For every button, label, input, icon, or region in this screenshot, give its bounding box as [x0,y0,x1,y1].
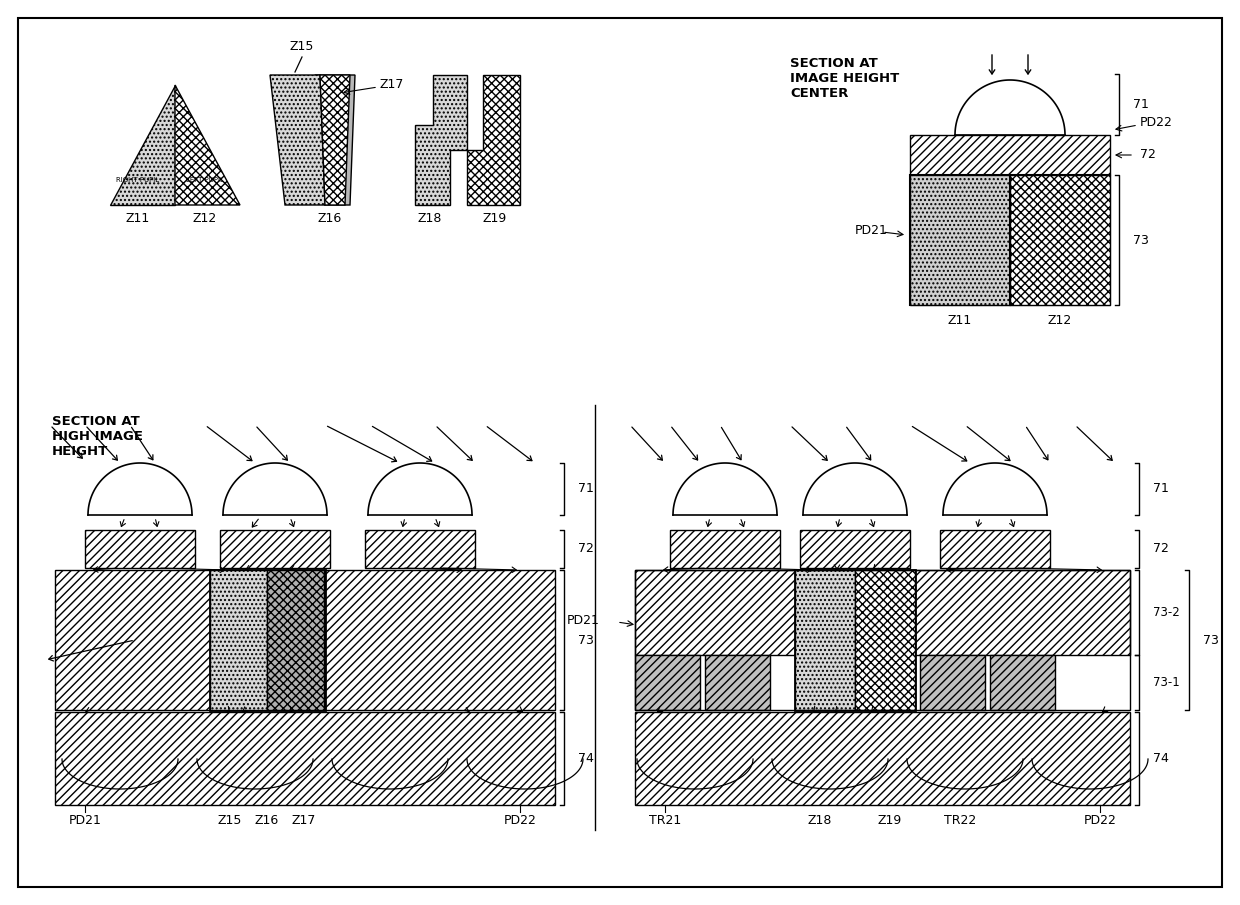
Bar [1011,175,1110,305]
Text: 73-2: 73-2 [1153,606,1179,619]
Text: 74: 74 [578,752,594,765]
Bar [910,175,1011,305]
Text: PD21: PD21 [68,814,102,826]
Text: 73: 73 [1203,634,1219,646]
Bar [210,570,325,710]
Bar [210,570,267,710]
Text: 71: 71 [578,482,594,496]
Text: 73: 73 [578,634,594,646]
Text: 73: 73 [1133,233,1149,246]
Bar [635,712,1130,805]
Text: Z19: Z19 [878,814,903,826]
Text: Z15: Z15 [218,814,242,826]
Bar [920,655,985,710]
Bar [800,530,910,568]
Bar [635,570,1130,710]
Bar [940,530,1050,568]
Polygon shape [175,85,241,205]
Text: 74: 74 [1153,752,1169,765]
Text: 72: 72 [1140,148,1156,161]
Text: PD22: PD22 [503,814,537,826]
Text: LEFT PUPIL: LEFT PUPIL [186,177,224,183]
Bar [795,570,915,710]
Text: 71: 71 [1153,482,1169,496]
Text: Z12: Z12 [1048,315,1073,328]
Text: 72: 72 [1153,542,1169,556]
Bar [706,655,770,710]
Text: PD22: PD22 [1084,814,1116,826]
Bar [635,570,1130,655]
Text: PD22: PD22 [1140,117,1173,129]
Text: Z17: Z17 [379,79,404,91]
Bar [990,655,1055,710]
Text: Z16: Z16 [317,213,342,225]
Text: 71: 71 [1133,99,1149,111]
Polygon shape [110,85,175,205]
Bar [267,570,324,710]
Text: TR21: TR21 [649,814,681,826]
Bar [267,570,324,710]
Polygon shape [270,75,325,205]
Bar [910,135,1110,175]
Text: Z11: Z11 [126,213,150,225]
Text: 72: 72 [578,542,594,556]
Text: SECTION AT
IMAGE HEIGHT
CENTER: SECTION AT IMAGE HEIGHT CENTER [790,57,899,100]
Text: Z12: Z12 [193,213,217,225]
Text: Z16: Z16 [255,814,279,826]
Bar [670,530,780,568]
Polygon shape [320,75,350,205]
Polygon shape [467,75,520,205]
Text: PD21: PD21 [567,614,600,626]
Text: Z17: Z17 [291,814,316,826]
Bar [55,712,556,805]
Bar [910,175,1110,305]
Bar [55,570,556,710]
Text: Z15: Z15 [290,41,314,53]
Text: Z19: Z19 [482,213,507,225]
Text: PD21: PD21 [856,224,888,236]
Polygon shape [315,75,355,205]
Text: SECTION AT
HIGH IMAGE
HEIGHT: SECTION AT HIGH IMAGE HEIGHT [52,415,143,458]
Text: RIGHT PUPIL: RIGHT PUPIL [117,177,160,183]
Text: Z18: Z18 [418,213,443,225]
Text: 73-1: 73-1 [1153,676,1179,689]
Text: Z18: Z18 [807,814,832,826]
Bar [365,530,475,568]
Bar [219,530,330,568]
Bar [86,530,195,568]
Polygon shape [415,75,467,205]
Text: TR22: TR22 [944,814,976,826]
Text: Z11: Z11 [947,315,972,328]
Bar [856,570,915,710]
Bar [635,655,701,710]
Bar [795,570,856,710]
